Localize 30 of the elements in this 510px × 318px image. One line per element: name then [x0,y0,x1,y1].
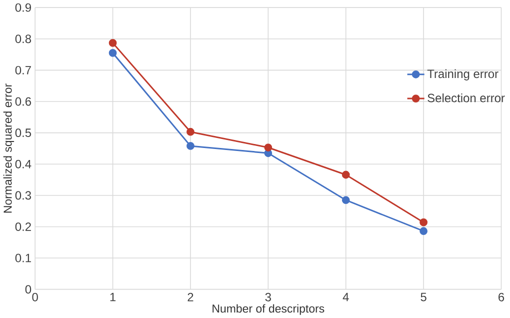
point [108,48,117,57]
y-tick-label: 0 [25,284,32,294]
y-tick-label: 0.4 [15,160,32,168]
y-axis-title: Normalized squared error [3,83,14,212]
point [108,38,117,47]
y-tick-label: 0.6 [15,97,32,106]
point [342,170,350,179]
x-tick-label: 0 [32,292,38,302]
y-tick-label: 0.3 [15,191,32,200]
point [186,142,194,150]
x-tick-label: 3 [265,292,271,302]
x-tick-label: 4 [342,292,349,301]
y-tick-label: 0.9 [15,3,31,12]
y-tick-label: 0.8 [15,34,32,43]
point [264,143,272,152]
legend-label: Training error [427,69,498,80]
y-tick-label: 0.2 [15,222,31,231]
x-tick-label: 2 [188,292,194,302]
x-tick-label: 5 [420,292,426,302]
y-tick-label: 0.5 [15,128,32,137]
point [342,196,350,204]
x-tick-label: 6 [498,292,504,302]
legend-label: Selection error [428,93,505,102]
point [420,218,428,226]
y-tick-label: 0.7 [15,66,31,74]
x-tick-label: 1 [110,292,116,301]
y-tick-label: 0.1 [15,254,31,262]
point [186,128,194,136]
x-axis-title: Number of descriptors [212,304,324,315]
point [420,227,428,235]
